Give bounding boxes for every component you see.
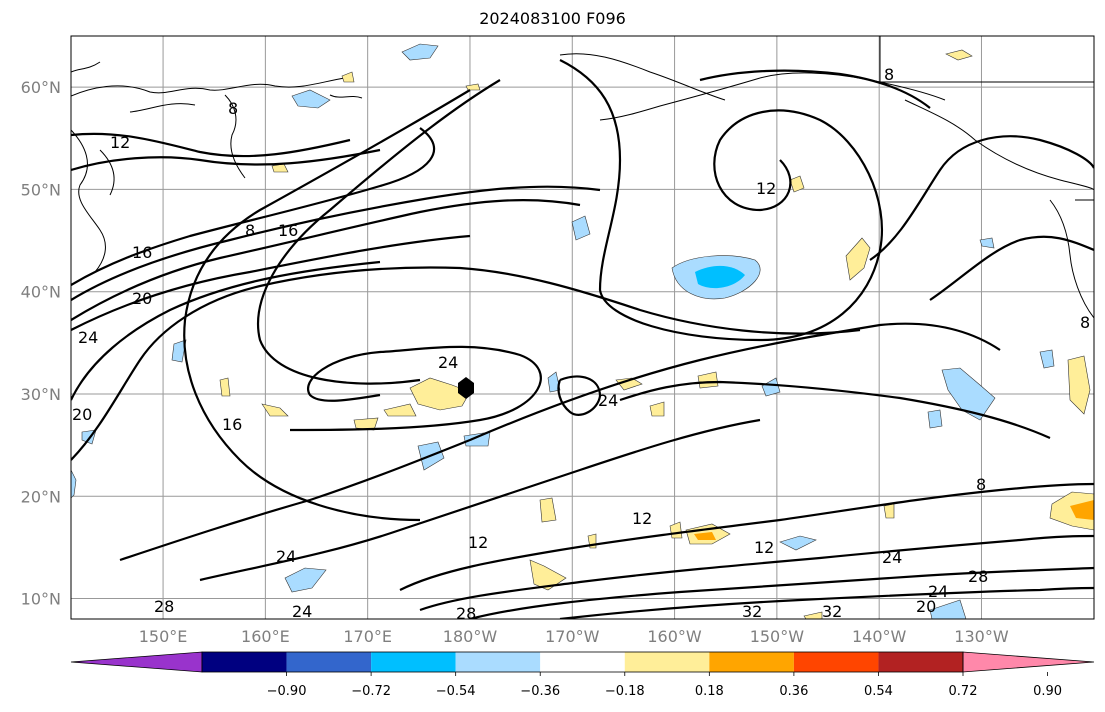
colorbar-extend-high	[962, 651, 1095, 673]
longitude-tick-label: 160°W	[647, 627, 702, 646]
contour-label: 8	[884, 65, 894, 84]
contour-label: 28	[456, 604, 476, 623]
latitude-tick-label: 10°N	[21, 590, 61, 609]
latitude-tick-label: 40°N	[21, 283, 61, 302]
colorbar-segment	[286, 652, 372, 672]
map-title: 2024083100 F096	[479, 9, 626, 28]
colorbar-tick-label: 0.36	[779, 684, 808, 699]
colorbar-tick-label: 0.90	[1033, 684, 1062, 699]
colorbar-tick-label: 0.54	[864, 684, 893, 699]
colorbar-tick-label: 0.18	[695, 684, 724, 699]
longitude-tick-label: 170°W	[545, 627, 600, 646]
storm-center-marker	[458, 377, 474, 399]
latitude-tick-label: 60°N	[21, 78, 61, 97]
longitude-tick-label: 130°W	[954, 627, 1009, 646]
colorbar-segment	[202, 652, 287, 672]
latitude-tick-label: 50°N	[21, 180, 61, 199]
contour-label: 24	[276, 547, 296, 566]
contour-label: 8	[228, 99, 238, 118]
colorbar-tick-label: 0.72	[949, 684, 978, 699]
contour-label: 8	[976, 475, 986, 494]
map-frame	[70, 35, 1095, 620]
longitude-tick-label: 150°W	[750, 627, 805, 646]
longitude-tick-label: 180°W	[443, 627, 498, 646]
contour-label: 28	[968, 567, 988, 586]
contour-labels: 8 12 8 16 20 24 20 16 24 24 12 8 8 12 12…	[72, 65, 1090, 623]
height-contours	[71, 59, 1094, 619]
colorbar-segment	[371, 652, 456, 672]
anomaly-fills	[71, 43, 1094, 619]
contour-label: 12	[754, 538, 774, 557]
contour-label: 24	[928, 582, 948, 601]
contour-label: 16	[222, 415, 242, 434]
contour-label: 24	[78, 328, 98, 347]
longitude-tick-label: 170°E	[343, 627, 392, 646]
contour-label: 20	[132, 289, 152, 308]
contour-label: 8	[245, 221, 255, 240]
contour-label: 12	[468, 533, 488, 552]
colorbar-segment	[709, 652, 794, 672]
contour-label: 28	[154, 597, 174, 616]
colorbar	[70, 651, 1095, 673]
colorbar-tick-label: −0.36	[520, 684, 560, 699]
contour-label: 32	[742, 602, 762, 621]
contour-label: 24	[598, 391, 618, 410]
colorbar-segment	[624, 652, 710, 672]
contour-label: 24	[882, 548, 902, 567]
latitude-labels: 10°N 20°N 30°N 40°N 50°N 60°N	[21, 78, 61, 608]
contour-label: 8	[1080, 313, 1090, 332]
contour-label: 16	[278, 221, 298, 240]
colorbar-segment	[540, 652, 625, 672]
contour-label: 32	[822, 602, 842, 621]
contour-label: 12	[632, 509, 652, 528]
colorbar-segment	[878, 652, 963, 672]
colorbar-extend-low	[70, 651, 203, 673]
contour-label: 12	[756, 179, 776, 198]
contour-label: 20	[916, 597, 936, 616]
latitude-tick-label: 30°N	[21, 385, 61, 404]
longitude-tick-label: 150°E	[139, 627, 188, 646]
longitude-labels: 150°E 160°E 170°E 180°W 170°W 160°W 150°W 140°W…	[139, 627, 1009, 646]
colorbar-tick-label: −0.18	[605, 684, 645, 699]
colorbar-outline	[201, 651, 964, 673]
latitude-tick-label: 20°N	[21, 487, 61, 506]
contour-label: 12	[110, 133, 130, 152]
longitude-tick-label: 140°W	[852, 627, 907, 646]
contour-label: 20	[72, 405, 92, 424]
colorbar-tick-label: −0.90	[267, 684, 307, 699]
colorbar-tick-label: −0.72	[351, 684, 391, 699]
colorbar-tick-labels: −0.90 −0.72 −0.54 −0.36 −0.18 0.18 0.36 0.54 0.7…	[267, 672, 1062, 699]
contour-label: 24	[438, 353, 458, 372]
longitude-tick-label: 160°E	[241, 627, 290, 646]
colorbar-tick-label: −0.54	[436, 684, 476, 699]
colorbar-segment	[793, 652, 879, 672]
contour-label: 24	[292, 602, 312, 621]
colorbar-segment	[455, 652, 541, 672]
contour-label: 16	[132, 243, 152, 262]
